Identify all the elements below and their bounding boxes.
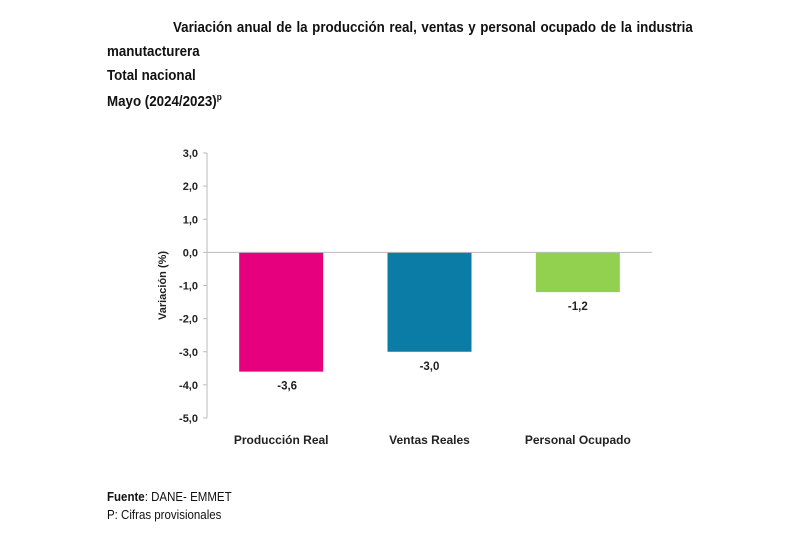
y-tick-label: 1,0 [183, 214, 198, 226]
x-tick-label: Personal Ocupado [525, 433, 631, 447]
bar [387, 252, 472, 352]
chart-title-line2: manutacturera [107, 44, 200, 60]
bar [535, 252, 620, 293]
chart-title-line1: Variación anual de la producción real, v… [173, 20, 693, 36]
x-tick-label: Producción Real [234, 433, 329, 447]
y-axis-label: Variación (%) [157, 251, 169, 320]
y-tick-label: -2,0 [179, 314, 198, 326]
y-tick-label: -4,0 [179, 380, 198, 392]
provisional-note: P: Cifras provisionales [107, 508, 222, 522]
y-tick-label: -3,0 [179, 347, 198, 359]
y-tick-label: 0,0 [183, 247, 198, 259]
data-label: -1,2 [568, 301, 588, 313]
x-tick-label: Ventas Reales [389, 433, 470, 447]
bar [239, 252, 324, 372]
provisional-mark: p [216, 92, 222, 102]
source-label: Fuente [107, 490, 145, 504]
y-tick-label: 2,0 [183, 181, 198, 193]
source-note: Fuente: DANE- EMMET [107, 490, 232, 504]
y-tick-label: -1,0 [179, 281, 198, 293]
data-label: -3,6 [277, 381, 297, 393]
source-value: : DANE- EMMET [144, 490, 232, 504]
y-tick-label: -5,0 [179, 413, 198, 425]
chart-subtitle-period: Mayo (2024/2023)p [107, 92, 222, 110]
chart-subtitle-region: Total nacional [107, 68, 196, 84]
data-label: -3,0 [420, 361, 440, 373]
y-tick-label: 3,0 [183, 148, 198, 160]
period-text: Mayo (2024/2023) [107, 93, 217, 110]
